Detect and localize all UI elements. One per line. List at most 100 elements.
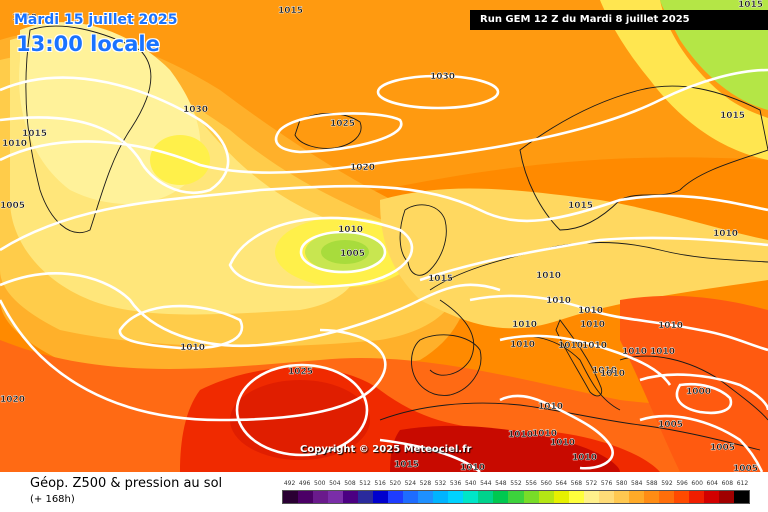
isobar-label: 1010 <box>512 320 537 330</box>
scale-label: 548 <box>495 480 507 487</box>
isobar-label: 1010 <box>600 369 625 379</box>
scale-swatch <box>598 491 614 503</box>
field-yellow-europe <box>380 188 768 329</box>
isobar-label: 1010 <box>510 340 535 350</box>
isobar-label: 1010 <box>532 429 557 439</box>
scale-swatch <box>283 491 299 503</box>
scale-swatch <box>733 491 749 503</box>
isobar-label: 1005 <box>340 249 365 259</box>
scale-label: 500 <box>314 480 326 487</box>
scale-swatch <box>388 491 404 503</box>
isobar-label: 1025 <box>288 367 313 377</box>
isobar-label: 1010 <box>578 306 603 316</box>
isobar-label: 1010 <box>538 402 563 412</box>
isobar-1020 <box>0 68 768 174</box>
legend-footer: Géop. Z500 & pression au sol (+ 168h) 49… <box>0 472 768 512</box>
scale-label: 528 <box>419 480 432 487</box>
scale-label: 516 <box>374 480 386 487</box>
isobar-lines <box>0 68 768 472</box>
isobar-1030-greenland <box>0 76 230 194</box>
scandinavia-coast <box>519 85 768 231</box>
italy-coast <box>555 319 603 397</box>
scale-swatch <box>463 491 479 503</box>
scale-label: 532 <box>434 480 447 487</box>
scale-label: 524 <box>404 480 417 487</box>
isobar-1015-europe <box>419 236 768 282</box>
scale-swatch <box>358 491 374 503</box>
isobar-label: 1010 <box>2 139 27 149</box>
isobar-label: 1010 <box>713 229 738 239</box>
color-scale <box>282 490 750 504</box>
isobar-label: 1015 <box>428 274 453 284</box>
scale-label: 568 <box>570 480 583 487</box>
isobar-high-1030-north <box>376 74 500 110</box>
isobar-label: 1030 <box>183 105 208 115</box>
scale-label: 508 <box>344 480 356 487</box>
isobar-label: 1005 <box>710 443 735 453</box>
scale-label: 552 <box>510 480 522 487</box>
field-yellow-top-right <box>600 0 768 160</box>
scale-label: 564 <box>555 480 568 487</box>
scale-label: 540 <box>464 480 477 487</box>
isobar-1010-atlantic <box>0 272 501 348</box>
field-dark-red-sahara <box>390 425 620 472</box>
isobar-1025-iceland <box>274 112 403 154</box>
isobar-1015-atlantic <box>0 184 768 252</box>
scale-swatch <box>553 491 569 503</box>
isobar-label: 1010 <box>572 453 597 463</box>
isobar-label: 1015 <box>278 6 303 16</box>
field-green-core <box>321 240 369 264</box>
model-run-banner: Run GEM 12 Z du Mardi 8 juillet 2025 <box>470 10 768 30</box>
isobar-label: 1010 <box>536 271 561 281</box>
isobar-1000-east <box>675 382 733 415</box>
land-outlines <box>25 25 768 451</box>
scale-label: 580 <box>615 480 628 487</box>
isobar-1005-southeast <box>639 414 764 472</box>
isobar-label: 1020 <box>350 163 375 173</box>
isobar-label: 1010 <box>550 438 575 448</box>
isobar-label: 1010 <box>546 296 571 306</box>
scale-label: 512 <box>359 480 371 487</box>
british-isles-coast <box>399 204 447 276</box>
isobar-label: 1005 <box>658 420 683 430</box>
scale-label: 544 <box>480 480 492 487</box>
scale-label: 496 <box>298 480 311 487</box>
isobar-label: 1010 <box>558 341 583 351</box>
scale-swatch <box>673 491 689 503</box>
north-africa-coast <box>379 402 761 451</box>
isobar-label: 1010 <box>650 347 675 357</box>
scale-swatch <box>448 491 464 503</box>
scale-swatch <box>523 491 539 503</box>
isobar-label: 1015 <box>568 201 593 211</box>
isobar-1010-med-2 <box>499 394 614 470</box>
scale-swatch <box>628 491 644 503</box>
isobar-1015-bottom <box>379 438 481 472</box>
scale-swatch <box>703 491 719 503</box>
scale-swatch <box>583 491 599 503</box>
scale-swatch <box>508 491 524 503</box>
isobar-1010-europe <box>469 294 768 352</box>
scale-label: 504 <box>329 480 341 487</box>
scale-label: 576 <box>600 480 613 487</box>
scale-swatch <box>343 491 359 503</box>
scale-swatch <box>613 491 629 503</box>
isobar-label: 1010 <box>592 366 617 376</box>
scale-label: 588 <box>646 480 658 487</box>
isobar-label: 1010 <box>12 13 37 23</box>
isobar-label: 1015 <box>720 111 745 121</box>
scale-swatch <box>403 491 419 503</box>
forecast-date: Mardi 15 juillet 2025 <box>14 12 178 28</box>
scale-swatch <box>538 491 554 503</box>
europe-mainland-coast <box>429 242 768 421</box>
scale-label: 560 <box>540 480 552 487</box>
isobar-1005-east <box>639 373 768 411</box>
isobar-1010-west-low <box>228 216 414 289</box>
forecast-time: 13:00 locale <box>16 32 160 56</box>
scale-label: 536 <box>449 480 462 487</box>
isobar-labels: 1015 1010 1030 1015 1010 1005 1030 1025 … <box>0 0 763 472</box>
isobar-label: 1005 <box>0 201 25 211</box>
field-dark-red-core <box>230 380 370 460</box>
isobar-label: 1015 <box>22 129 47 139</box>
scale-label: 604 <box>706 480 718 487</box>
geopotential-map: 1015 1010 1030 1015 1010 1005 1030 1025 … <box>0 0 768 472</box>
